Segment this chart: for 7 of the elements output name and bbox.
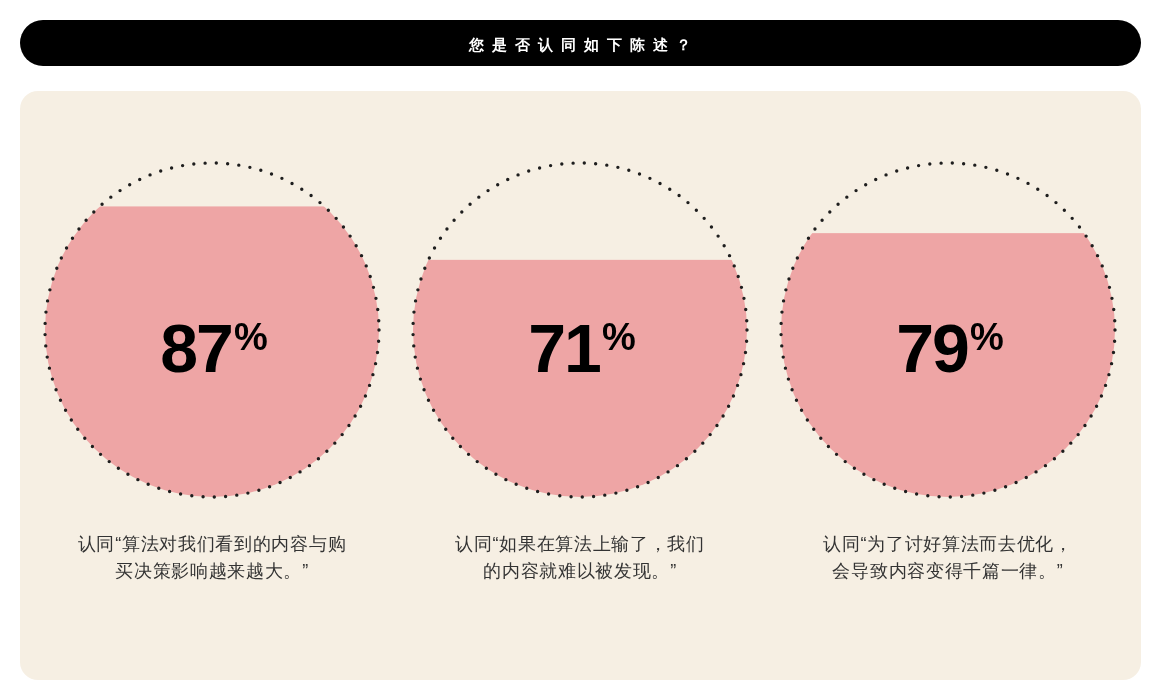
category-label: 认同“为了讨好算法而去优化，会导致内容变得千篇一律。”	[823, 534, 1073, 581]
category-label: 认同“算法对我们看到的内容与购买决策影响越来越大。”	[77, 534, 347, 581]
data-label: 87$^{%}$	[160, 310, 268, 386]
text: 您是否认同如下陈述？	[468, 36, 699, 53]
data-label: 79$^{%}$	[896, 310, 1004, 386]
category-label: 认同“如果在算法上输了，我们的内容就难以被发现。”	[455, 534, 705, 581]
data-label: 71$^{%}$	[528, 310, 636, 386]
